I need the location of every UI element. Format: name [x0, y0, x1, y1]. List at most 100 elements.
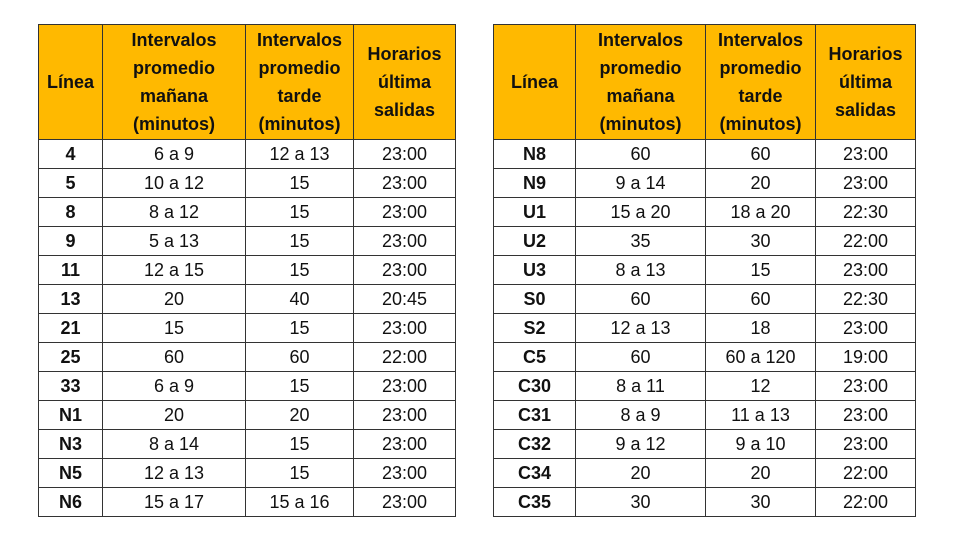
header-text: promedio: [258, 58, 341, 78]
line-cell: N1: [38, 400, 103, 430]
header-text: última: [377, 72, 431, 92]
data-row: U1 15 a 20 18 a 20 22:30: [493, 197, 916, 227]
header-cell: Intervalos promedio tarde (minutos): [245, 24, 354, 140]
data-cell: 15 a 17: [102, 487, 246, 517]
header-text: tarde: [277, 86, 322, 106]
data-cell: 23:00: [353, 371, 456, 401]
data-cell: 23:00: [353, 487, 456, 517]
line-cell: 4: [38, 139, 103, 169]
data-cell: 22:30: [815, 284, 916, 314]
data-row: U3 8 a 13 15 23:00: [493, 255, 916, 285]
line-cell: N3: [38, 429, 103, 459]
data-cell: 15: [245, 429, 354, 459]
data-cell: 12 a 13: [245, 139, 354, 169]
line-cell: N9: [493, 168, 576, 198]
data-row: S2 12 a 13 18 23:00: [493, 313, 916, 343]
data-cell: 15: [102, 313, 246, 343]
header-text: promedio: [599, 58, 682, 78]
data-cell: 15: [705, 255, 816, 285]
data-cell: 23:00: [353, 255, 456, 285]
data-cell: 23:00: [815, 139, 916, 169]
data-cell: 20: [575, 458, 706, 488]
header-text: (minutos): [719, 114, 802, 134]
data-row: N6 15 a 17 15 a 16 23:00: [38, 487, 456, 517]
data-cell: 23:00: [815, 371, 916, 401]
data-cell: 20: [705, 168, 816, 198]
data-cell: 12 a 13: [575, 313, 706, 343]
data-cell: 15: [245, 255, 354, 285]
data-cell: 20: [705, 458, 816, 488]
schedule-table: Línea Intervalos promedio mañana (minutos) In…: [38, 24, 456, 517]
data-cell: 23:00: [815, 168, 916, 198]
header-text: tarde: [738, 86, 783, 106]
line-cell: 33: [38, 371, 103, 401]
data-cell: 5 a 13: [102, 226, 246, 256]
data-cell: 22:00: [353, 342, 456, 372]
data-cell: 23:00: [353, 197, 456, 227]
data-cell: 20: [102, 284, 246, 314]
line-cell: 13: [38, 284, 103, 314]
header-cell: Horarios última salidas: [353, 24, 456, 140]
data-cell: 60: [102, 342, 246, 372]
data-cell: 8 a 9: [575, 400, 706, 430]
header-text: salidas: [373, 100, 436, 120]
data-cell: 11 a 13: [705, 400, 816, 430]
header-text: promedio: [132, 58, 215, 78]
line-cell: N6: [38, 487, 103, 517]
data-cell: 12 a 13: [102, 458, 246, 488]
line-cell: 21: [38, 313, 103, 343]
header-text: Intervalos: [717, 30, 804, 50]
data-cell: 30: [705, 226, 816, 256]
data-row: S0 60 60 22:30: [493, 284, 916, 314]
header-text: Horarios: [828, 44, 903, 64]
data-cell: 12 a 15: [102, 255, 246, 285]
data-cell: 23:00: [353, 429, 456, 459]
data-cell: 18 a 20: [705, 197, 816, 227]
data-cell: 35: [575, 226, 706, 256]
data-cell: 23:00: [815, 313, 916, 343]
line-cell: C30: [493, 371, 576, 401]
line-cell: 11: [38, 255, 103, 285]
data-cell: 60: [575, 284, 706, 314]
data-cell: 30: [705, 487, 816, 517]
data-cell: 20: [102, 400, 246, 430]
line-cell: 8: [38, 197, 103, 227]
data-cell: 8 a 11: [575, 371, 706, 401]
data-row: 21 15 15 23:00: [38, 313, 456, 343]
line-cell: U1: [493, 197, 576, 227]
data-cell: 60: [705, 284, 816, 314]
data-row: C5 60 60 a 120 19:00: [493, 342, 916, 372]
data-row: C34 20 20 22:00: [493, 458, 916, 488]
data-cell: 23:00: [815, 400, 916, 430]
data-cell: 60 a 120: [705, 342, 816, 372]
line-cell: C32: [493, 429, 576, 459]
line-cell: 25: [38, 342, 103, 372]
data-cell: 22:30: [815, 197, 916, 227]
line-cell: S0: [493, 284, 576, 314]
data-cell: 22:00: [815, 458, 916, 488]
line-cell: C34: [493, 458, 576, 488]
header-text: Línea: [46, 72, 94, 92]
data-row: C30 8 a 11 12 23:00: [493, 371, 916, 401]
data-row: 33 6 a 9 15 23:00: [38, 371, 456, 401]
line-cell: 5: [38, 168, 103, 198]
line-cell: U3: [493, 255, 576, 285]
data-row: C35 30 30 22:00: [493, 487, 916, 517]
header-text: salidas: [834, 100, 897, 120]
data-cell: 18: [705, 313, 816, 343]
data-cell: 60: [575, 342, 706, 372]
header-cell: Intervalos promedio mañana (minutos): [575, 24, 706, 140]
header-row: Línea Intervalos promedio mañana (minutos) In…: [38, 24, 456, 140]
data-cell: 23:00: [353, 139, 456, 169]
data-row: N9 9 a 14 20 23:00: [493, 168, 916, 198]
header-cell: Intervalos promedio mañana (minutos): [102, 24, 246, 140]
data-row: N1 20 20 23:00: [38, 400, 456, 430]
data-cell: 30: [575, 487, 706, 517]
data-row: N3 8 a 14 15 23:00: [38, 429, 456, 459]
data-cell: 15: [245, 168, 354, 198]
data-cell: 60: [705, 139, 816, 169]
data-row: C32 9 a 12 9 a 10 23:00: [493, 429, 916, 459]
data-cell: 15: [245, 458, 354, 488]
